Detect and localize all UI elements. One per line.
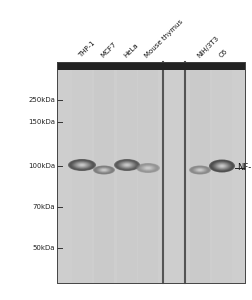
Ellipse shape	[115, 160, 139, 170]
Ellipse shape	[102, 169, 106, 171]
Ellipse shape	[97, 167, 111, 173]
Ellipse shape	[189, 166, 211, 175]
Ellipse shape	[80, 164, 84, 166]
Ellipse shape	[139, 164, 157, 172]
Text: Mouse thymus: Mouse thymus	[144, 19, 184, 59]
Ellipse shape	[215, 162, 229, 170]
Ellipse shape	[220, 165, 224, 167]
Ellipse shape	[145, 167, 151, 169]
Ellipse shape	[100, 168, 108, 172]
Text: 50kDa: 50kDa	[33, 245, 55, 251]
Ellipse shape	[78, 163, 86, 167]
Ellipse shape	[68, 159, 96, 171]
Ellipse shape	[190, 166, 210, 174]
Ellipse shape	[73, 161, 91, 169]
Ellipse shape	[101, 169, 107, 171]
Ellipse shape	[218, 164, 226, 168]
Text: HeLa: HeLa	[123, 42, 139, 59]
Ellipse shape	[79, 164, 85, 166]
Ellipse shape	[124, 164, 130, 166]
Bar	[94, 70, 114, 283]
Bar	[72, 70, 92, 283]
Bar	[57, 62, 245, 70]
Ellipse shape	[217, 164, 227, 169]
Ellipse shape	[141, 165, 155, 171]
Ellipse shape	[117, 160, 137, 169]
Ellipse shape	[216, 163, 228, 169]
Ellipse shape	[194, 167, 206, 172]
Bar	[57, 62, 245, 283]
Bar	[138, 70, 158, 283]
Text: NF-κB2: NF-κB2	[237, 164, 252, 172]
Ellipse shape	[120, 162, 134, 168]
Ellipse shape	[212, 161, 232, 171]
Text: MCF7: MCF7	[100, 41, 118, 59]
Text: THP-1: THP-1	[78, 40, 97, 59]
Ellipse shape	[197, 169, 203, 171]
Ellipse shape	[140, 165, 156, 171]
Ellipse shape	[96, 167, 112, 173]
Ellipse shape	[213, 162, 231, 170]
Ellipse shape	[121, 162, 133, 168]
Ellipse shape	[211, 160, 233, 171]
Ellipse shape	[123, 163, 131, 167]
Text: NIH/3T3: NIH/3T3	[196, 35, 220, 59]
Ellipse shape	[99, 168, 109, 172]
Text: 100kDa: 100kDa	[28, 163, 55, 169]
Ellipse shape	[136, 163, 160, 173]
Ellipse shape	[70, 160, 93, 170]
Ellipse shape	[143, 166, 153, 170]
Ellipse shape	[193, 167, 207, 173]
Ellipse shape	[114, 159, 140, 171]
Text: 150kDa: 150kDa	[28, 119, 55, 125]
Bar	[190, 70, 210, 283]
Ellipse shape	[138, 164, 158, 172]
Ellipse shape	[72, 160, 92, 169]
Ellipse shape	[75, 162, 89, 168]
Ellipse shape	[93, 166, 115, 175]
Bar	[212, 70, 232, 283]
Text: 250kDa: 250kDa	[28, 97, 55, 103]
Ellipse shape	[142, 166, 154, 170]
Ellipse shape	[209, 160, 235, 172]
Ellipse shape	[116, 160, 138, 170]
Ellipse shape	[69, 160, 95, 170]
Ellipse shape	[196, 168, 204, 172]
Ellipse shape	[210, 160, 234, 172]
Ellipse shape	[219, 165, 225, 167]
Ellipse shape	[199, 169, 202, 171]
Ellipse shape	[76, 163, 87, 167]
Ellipse shape	[95, 166, 113, 174]
Ellipse shape	[195, 168, 205, 172]
Text: C6: C6	[218, 48, 229, 59]
Ellipse shape	[191, 166, 209, 174]
Ellipse shape	[125, 164, 129, 166]
Ellipse shape	[137, 164, 159, 172]
Ellipse shape	[98, 167, 110, 172]
Ellipse shape	[122, 163, 132, 167]
Bar	[117, 70, 137, 283]
Ellipse shape	[192, 167, 208, 173]
Ellipse shape	[94, 166, 114, 174]
Ellipse shape	[103, 169, 106, 171]
Ellipse shape	[198, 169, 202, 171]
Ellipse shape	[74, 162, 90, 168]
Ellipse shape	[144, 167, 152, 170]
Bar	[57, 62, 245, 283]
Text: 70kDa: 70kDa	[32, 204, 55, 210]
Ellipse shape	[118, 161, 136, 169]
Ellipse shape	[146, 167, 150, 169]
